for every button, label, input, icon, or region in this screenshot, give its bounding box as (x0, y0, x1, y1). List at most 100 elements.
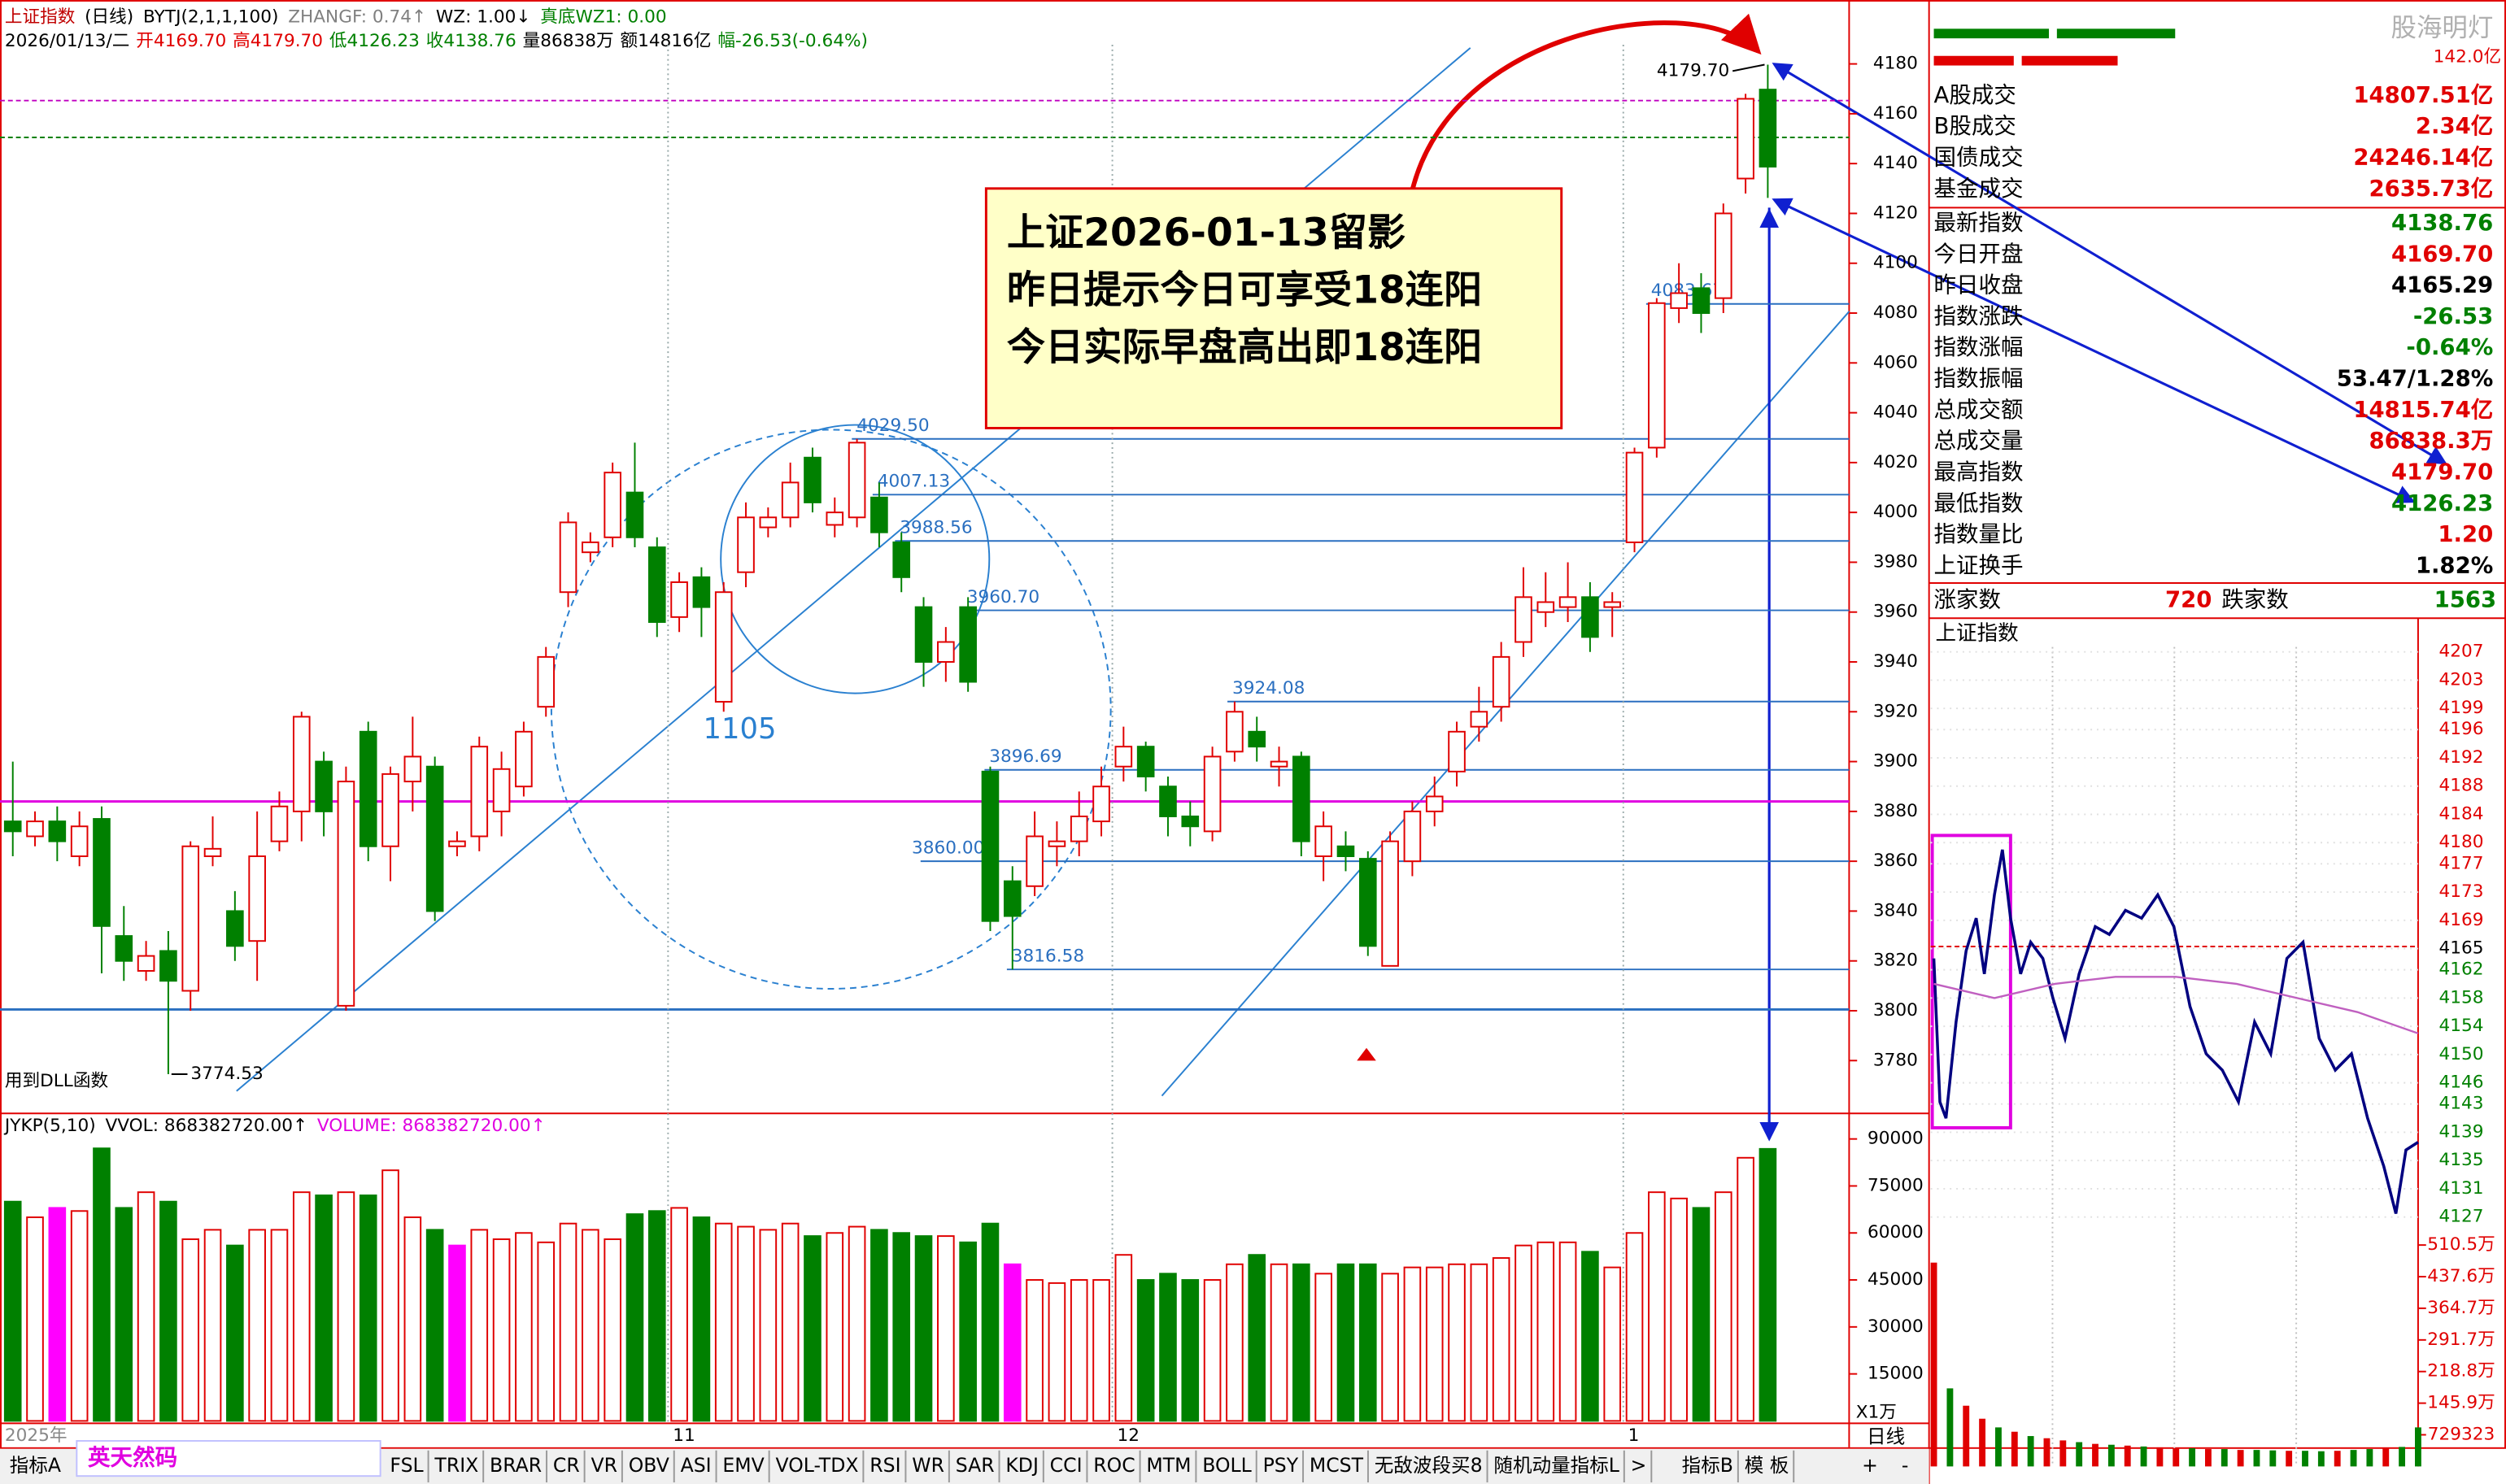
y-tick-label: 437.6万 (2427, 1266, 2495, 1286)
breadth-label: 跌家数 (2221, 587, 2289, 613)
quote-value: -0.64% (2406, 334, 2493, 360)
volume-bar (1270, 1263, 1288, 1422)
y-tick-label: 4196 (2438, 719, 2483, 739)
tab[interactable]: FSL (390, 1454, 423, 1477)
tab[interactable]: MCST (1310, 1454, 1364, 1477)
tab[interactable]: EMV (722, 1454, 764, 1477)
candle-body (1514, 596, 1532, 643)
y-tick-label: 4188 (2438, 776, 2483, 796)
y-tick-label: 4173 (2438, 881, 2483, 902)
zoom-out[interactable]: - (1902, 1454, 1909, 1477)
breadth-up: 720 (2165, 587, 2212, 613)
y-tick-label: 4146 (2438, 1073, 2483, 1093)
tab[interactable]: TRIX (434, 1454, 478, 1477)
volume-bar (2382, 1447, 2390, 1467)
volume-bar (2302, 1451, 2308, 1467)
volume-bar (1425, 1266, 1444, 1422)
tab[interactable]: OBV (629, 1454, 669, 1477)
volume-bar (2092, 1443, 2099, 1467)
chart-title: 上证指数 (1936, 621, 2019, 646)
tab[interactable]: BOLL (1202, 1454, 1252, 1477)
level-label: 3924.08 (1232, 678, 1305, 698)
tab[interactable]: ASI (681, 1454, 712, 1477)
volume-bar (1381, 1273, 1399, 1422)
volume-bar (2043, 1438, 2051, 1467)
tab[interactable]: SAR (956, 1454, 995, 1477)
volume-bar (2414, 1427, 2421, 1467)
y-tick-label: 75000 (1868, 1175, 1924, 1195)
frame (0, 0, 2506, 1449)
tab[interactable]: KDJ (1005, 1454, 1039, 1477)
y-tick-label: 4127 (2438, 1207, 2483, 1227)
candle-body (403, 755, 422, 783)
candle-body (315, 760, 333, 812)
candle-body (48, 820, 67, 842)
y-tick-label: 4162 (2438, 960, 2483, 980)
volume-bar (759, 1229, 778, 1422)
tab[interactable]: 模 板 (1745, 1454, 1789, 1477)
volume-bar (2253, 1450, 2260, 1467)
zoom-in[interactable]: + (1862, 1454, 1878, 1477)
quote-value: 4126.23 (2391, 490, 2493, 516)
volume-bar (937, 1235, 955, 1422)
tab[interactable]: VOL-TDX (776, 1454, 859, 1477)
quote-label: B股成交 (1934, 113, 2016, 139)
volume-bar (1930, 1262, 1937, 1467)
tab[interactable]: PSY (1263, 1454, 1299, 1477)
candle-body (670, 581, 688, 618)
volume-bar (2076, 1442, 2083, 1467)
tab[interactable]: 指标A (10, 1454, 61, 1477)
quote-value: 1.82% (2416, 552, 2493, 578)
volume-bar (1979, 1418, 1986, 1467)
candle-body (1448, 730, 1466, 772)
y-tick-label: 4177 (2438, 853, 2483, 873)
candle-body (159, 950, 177, 982)
volume-bar (2124, 1445, 2131, 1467)
tab[interactable]: CCI (1050, 1454, 1083, 1477)
tab[interactable]: MTM (1146, 1454, 1191, 1477)
y-tick-label: 3800 (1873, 1000, 1918, 1021)
candle-body (1114, 746, 1133, 768)
candle-body (337, 781, 355, 1007)
volume-bar (1946, 1388, 1954, 1467)
tab[interactable]: WR (912, 1454, 944, 1477)
tab[interactable]: 随机动量指标L (1493, 1454, 1619, 1477)
quote-value: 53.47/1.28% (2337, 366, 2493, 392)
tab[interactable]: > (1631, 1454, 1647, 1477)
volume-bar (470, 1229, 489, 1422)
candle-body (359, 730, 377, 847)
y-tick-label: 4143 (2438, 1094, 2483, 1114)
tab[interactable]: 无敌波段买8 (1375, 1454, 1483, 1477)
tab[interactable]: BRAR (490, 1454, 542, 1477)
candle-body (692, 576, 711, 608)
period-tab[interactable]: 日线 (1867, 1425, 1905, 1448)
candle-body (1714, 212, 1732, 299)
tab[interactable]: VR (591, 1454, 617, 1477)
tab[interactable]: 指标B (1682, 1454, 1733, 1477)
volume-bar (559, 1222, 577, 1422)
tab[interactable]: RSI (869, 1454, 900, 1477)
candle-body (1336, 845, 1355, 857)
candle-body (1581, 596, 1599, 638)
quote-value: 14815.74亿 (2353, 397, 2493, 423)
tab[interactable]: ROC (1093, 1454, 1135, 1477)
quote-label: 最高指数 (1934, 459, 2024, 485)
header-line: 2026/01/13/二 开4169.70 高4179.70 低4126.23 收413… (5, 31, 868, 51)
volume-bar (2334, 1451, 2341, 1467)
quote-value: 4169.70 (2391, 241, 2493, 267)
quote-value: 14807.51亿 (2353, 82, 2493, 108)
y-tick-label: 729323 (2428, 1424, 2495, 1444)
y-tick-label: 3780 (1873, 1050, 1918, 1070)
candle-body (248, 855, 266, 942)
annotation-box (984, 187, 1563, 429)
quote-value: 2.34亿 (2416, 113, 2493, 139)
candle-body (1737, 98, 1754, 180)
volume-bar (892, 1232, 911, 1422)
tab[interactable]: CR (553, 1454, 580, 1477)
quote-label: 国债成交 (1934, 144, 2024, 170)
candle-body (892, 541, 911, 578)
volume-bar (181, 1238, 200, 1422)
quote-value: 4138.76 (2391, 210, 2493, 236)
red-arrow (1404, 13, 1762, 240)
quote-label: 最新指数 (1934, 210, 2024, 236)
